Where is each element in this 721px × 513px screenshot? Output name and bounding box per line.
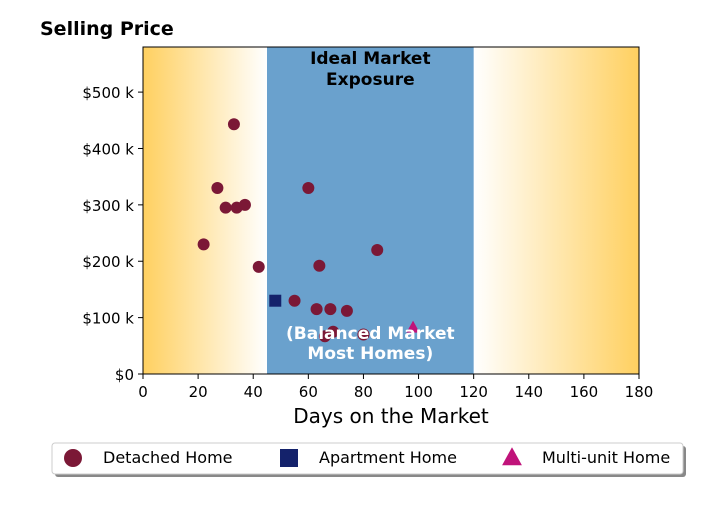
x-axis-title: Days on the Market bbox=[293, 404, 489, 428]
y-tick-label: $200 k bbox=[82, 253, 134, 271]
legend-label: Multi-unit Home bbox=[542, 448, 670, 467]
band-note-line: (Balanced Market bbox=[286, 324, 455, 344]
x-tick-label: 40 bbox=[244, 383, 263, 401]
x-tick-label: 100 bbox=[404, 383, 433, 401]
band-title-line: Exposure bbox=[326, 70, 415, 90]
x-tick-label: 60 bbox=[299, 383, 318, 401]
data-point bbox=[324, 303, 337, 316]
y-axis: $0 $100 k $200 k $300 k $400 k $500 k bbox=[82, 84, 143, 384]
x-tick-label: 80 bbox=[354, 383, 373, 401]
data-points bbox=[197, 118, 420, 343]
x-tick-label: 0 bbox=[138, 383, 148, 401]
y-tick-label: $100 k bbox=[82, 310, 134, 328]
data-point bbox=[252, 260, 265, 273]
data-point bbox=[313, 259, 326, 272]
x-axis: 0 20 40 60 80 100 120 140 160 180 bbox=[138, 374, 653, 401]
y-tick-label: $300 k bbox=[82, 197, 134, 215]
data-point bbox=[302, 181, 315, 194]
legend-label: Detached Home bbox=[103, 448, 233, 467]
y-tick-label: $500 k bbox=[82, 84, 134, 102]
y-tick-label: $400 k bbox=[82, 140, 134, 158]
legend-label: Apartment Home bbox=[319, 448, 457, 467]
band-rect bbox=[267, 47, 474, 374]
data-point bbox=[327, 325, 340, 338]
y-tick-label: $0 bbox=[115, 366, 134, 384]
x-tick-label: 120 bbox=[459, 383, 488, 401]
gradient-left bbox=[143, 47, 267, 374]
x-tick-label: 140 bbox=[514, 383, 543, 401]
ideal-market-band bbox=[267, 47, 474, 374]
x-tick-label: 160 bbox=[570, 383, 599, 401]
band-title-line: Ideal Market bbox=[310, 49, 431, 69]
legend: Detached Home Apartment Home Multi-unit Ho… bbox=[51, 442, 686, 477]
data-point bbox=[197, 238, 210, 251]
data-point bbox=[219, 201, 232, 214]
plot-frame bbox=[142, 46, 640, 375]
legend-marker bbox=[280, 449, 298, 467]
data-point bbox=[340, 304, 353, 317]
x-tick-label: 180 bbox=[625, 383, 654, 401]
data-point bbox=[227, 118, 240, 131]
legend-box bbox=[51, 442, 684, 475]
x-tick-label: 20 bbox=[189, 383, 208, 401]
data-point bbox=[288, 294, 301, 307]
data-point bbox=[357, 328, 370, 341]
band-note-line: Most Homes) bbox=[307, 344, 433, 364]
data-point bbox=[310, 303, 323, 316]
legend-marker bbox=[64, 449, 82, 467]
legend-marker bbox=[502, 447, 522, 466]
data-point bbox=[269, 294, 282, 307]
y-axis-title: Selling Price bbox=[40, 18, 174, 40]
data-point bbox=[406, 320, 420, 333]
data-point bbox=[238, 198, 251, 211]
data-point bbox=[371, 243, 384, 256]
data-point bbox=[211, 181, 224, 194]
gradient-right bbox=[473, 47, 639, 374]
